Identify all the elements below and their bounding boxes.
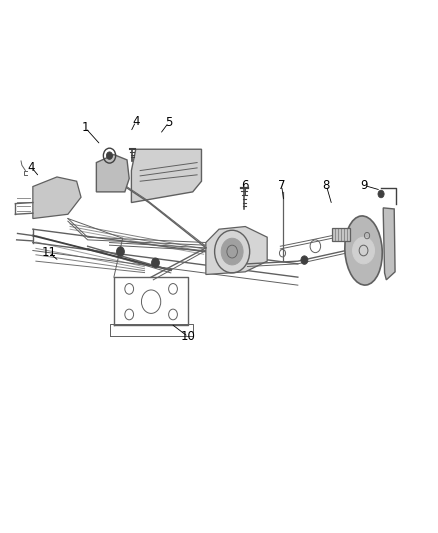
Polygon shape [383,208,395,280]
Circle shape [353,237,374,264]
Text: 4: 4 [132,115,140,128]
Polygon shape [33,177,81,219]
Text: 10: 10 [181,330,196,343]
Text: 8: 8 [323,179,330,192]
Text: 9: 9 [360,179,368,192]
Text: 4: 4 [28,161,35,174]
Circle shape [221,238,243,265]
Circle shape [301,256,308,264]
Text: 1: 1 [81,122,89,134]
Circle shape [117,247,124,256]
Ellipse shape [345,216,382,285]
Text: 11: 11 [42,246,57,259]
Circle shape [378,190,384,198]
Polygon shape [131,149,201,203]
Text: 6: 6 [241,179,249,192]
Bar [332,228,350,241]
Circle shape [106,152,113,159]
Circle shape [152,258,159,268]
Text: 7: 7 [278,179,286,192]
Polygon shape [96,155,129,192]
Polygon shape [206,227,267,274]
Text: 5: 5 [165,116,172,129]
